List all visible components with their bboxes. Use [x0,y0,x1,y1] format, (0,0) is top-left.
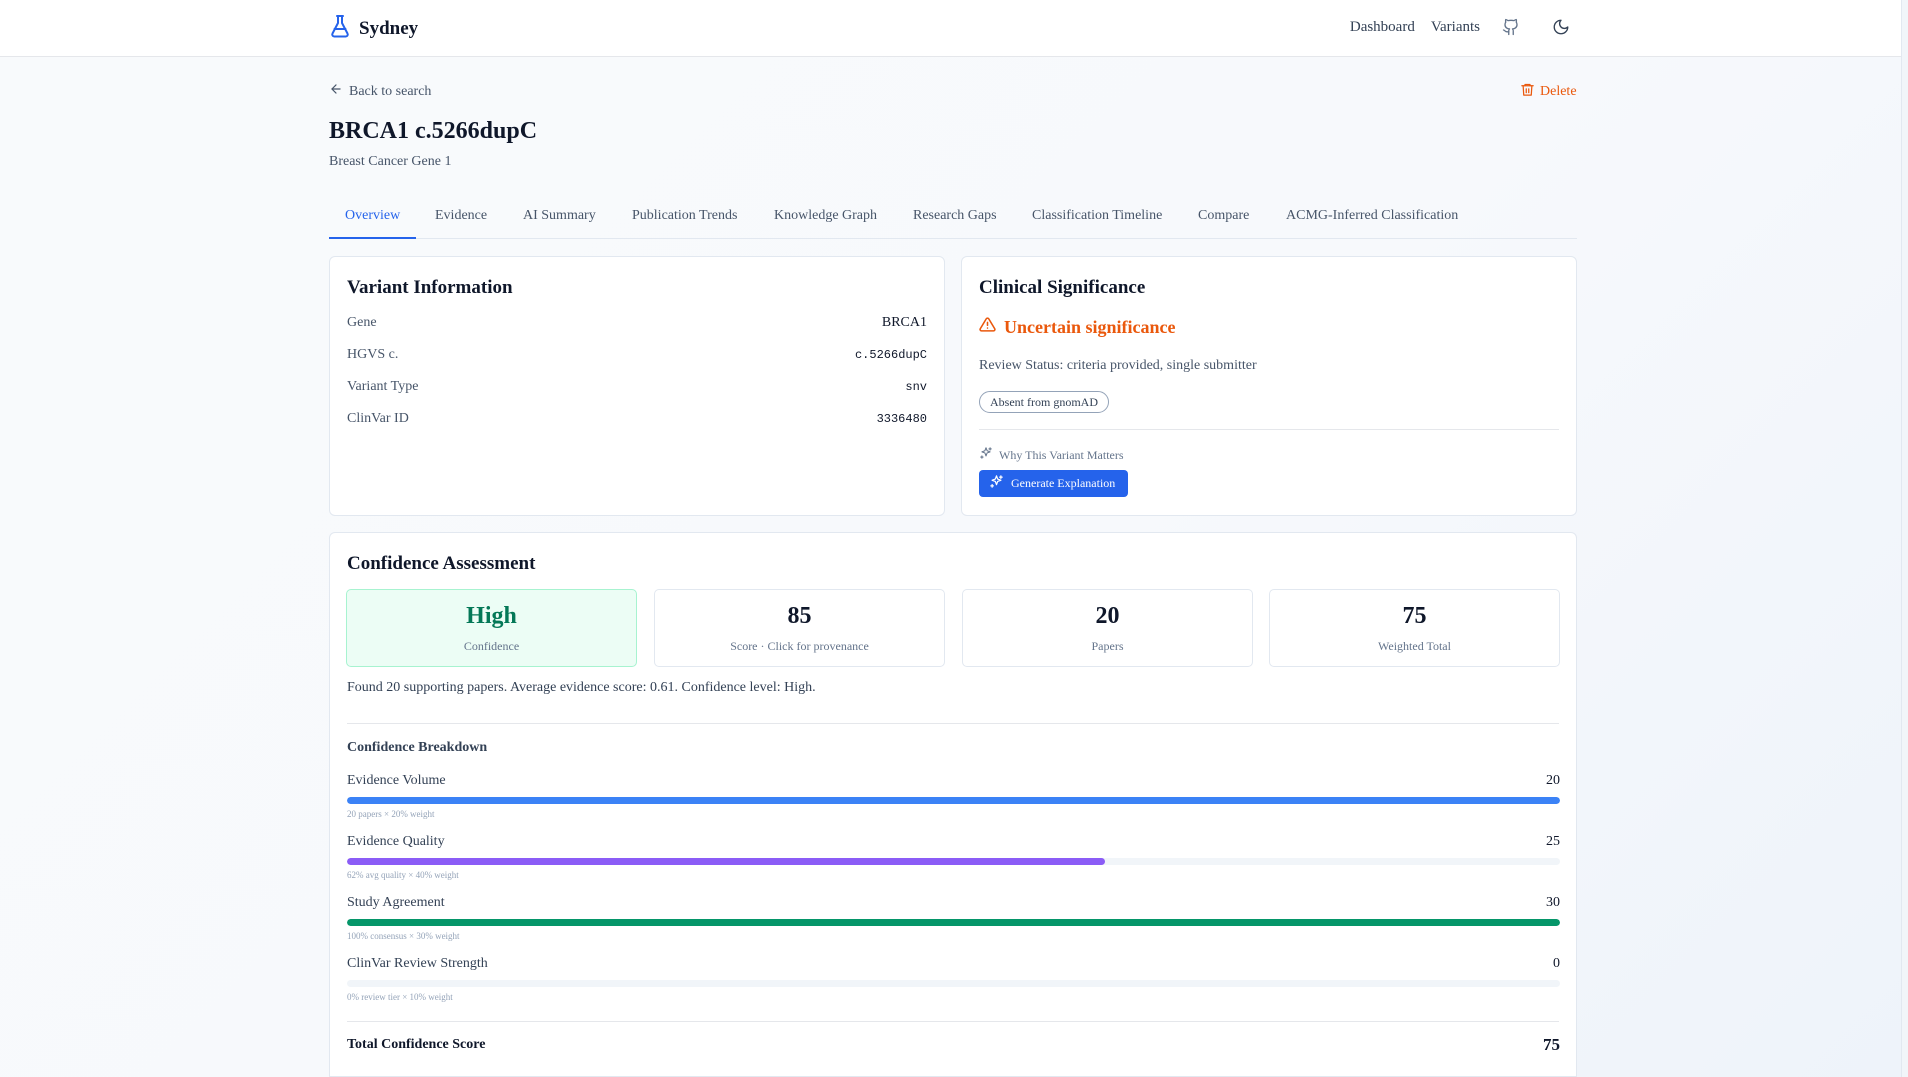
tab-publication-trends[interactable]: Publication Trends [632,208,738,223]
confidence-assessment-card: Confidence Assessment High Confidence 85… [329,532,1577,1077]
breakdown-value: 20 [1546,773,1560,788]
generate-explanation-button[interactable]: Generate Explanation [979,470,1128,497]
breakdown-bar-fill [347,919,1560,926]
score-metric[interactable]: 85 Score · Click for provenance [654,589,945,667]
breakdown-label: Study Agreement [347,895,445,910]
variant-information-card: Variant Information Gene BRCA1 HGVS c. c… [329,256,945,516]
total-confidence-value: 75 [1543,1035,1560,1054]
tab-evidence[interactable]: Evidence [435,208,488,223]
breakdown-title: Confidence Breakdown [347,740,488,755]
arrow-left-icon [329,82,343,101]
info-label: ClinVar ID [347,411,409,426]
github-icon[interactable] [1500,16,1522,38]
metric-caption: Weighted Total [1378,639,1451,653]
divider [347,723,1559,724]
why-label: Why This Variant Matters [999,447,1124,462]
significance-label: Uncertain significance [1004,316,1176,337]
card-title: Confidence Assessment [347,553,536,574]
tab-acmg-inferred-classification[interactable]: ACMG-Inferred Classification [1286,208,1459,223]
metric-caption: Score · Click for provenance [730,639,869,653]
breakdown-label: Evidence Volume [347,773,446,788]
nav-variants-link[interactable]: Variants [1430,18,1480,35]
divider [979,429,1559,430]
trash-icon [1520,82,1535,102]
tab-compare[interactable]: Compare [1198,208,1250,223]
breakdown-value: 0 [1553,956,1560,971]
weighted-total-metric: 75 Weighted Total [1269,589,1560,667]
info-row-gene: Gene BRCA1 [347,313,927,333]
breakdown-note: 62% avg quality × 40% weight [347,870,459,880]
nav-dashboard-link[interactable]: Dashboard [1349,18,1415,35]
info-label: Variant Type [347,379,419,394]
page-scrollbar[interactable] [1901,0,1908,1077]
brand-link[interactable]: Sydney [329,14,418,43]
app-name: Sydney [359,17,419,39]
top-nav: Dashboard Variants [1350,16,1572,38]
back-to-search-link[interactable]: Back to search [329,82,431,101]
breakdown-note: 100% consensus × 30% weight [347,931,460,941]
tab-overview[interactable]: Overview [329,204,417,239]
sparkles-icon [989,474,1004,493]
breakdown-note: 0% review tier × 10% weight [347,992,453,1002]
sparkles-icon [979,446,993,464]
top-navbar: Sydney Dashboard Variants [0,0,1908,57]
metric-value: 75 [1402,603,1427,629]
info-value: c.5266dupC [854,348,927,362]
info-row-variant-type: Variant Type snv [347,377,927,397]
tab-classification-timeline[interactable]: Classification Timeline [1032,208,1163,223]
info-label: HGVS c. [347,347,399,362]
breakdown-bar [347,797,1560,804]
info-value: snv [905,380,927,394]
card-title: Variant Information [347,277,513,298]
info-value: BRCA1 [881,315,927,330]
tab-research-gaps[interactable]: Research Gaps [913,208,997,223]
breakdown-bar [347,858,1560,865]
warning-triangle-icon [979,316,996,338]
moon-icon[interactable] [1550,16,1572,38]
metric-value: 85 [787,603,812,629]
flask-icon [329,14,351,43]
why-section-label: Why This Variant Matters [979,446,1124,464]
confidence-level-metric: High Confidence [346,589,637,667]
review-status: Review Status: criteria provided, single… [979,358,1257,373]
info-label: Gene [347,315,377,330]
metric-value: High [466,603,517,629]
breakdown-note: 20 papers × 20% weight [347,809,435,819]
delete-label: Delete [1540,84,1577,99]
total-confidence-label: Total Confidence Score [347,1037,486,1052]
info-row-hgvs: HGVS c. c.5266dupC [347,345,927,365]
breakdown-label: ClinVar Review Strength [347,956,488,971]
page-title: BRCA1 c.5266dupC [329,118,538,144]
info-row-clinvar-id: ClinVar ID 3336480 [347,409,927,429]
info-value: 3336480 [876,412,927,426]
breakdown-value: 25 [1546,834,1560,849]
papers-metric: 20 Papers [962,589,1253,667]
breakdown-value: 30 [1546,895,1560,910]
breakdown-bar [347,980,1560,987]
clinical-significance-card: Clinical Significance Uncertain signific… [961,256,1577,516]
tab-ai-summary[interactable]: AI Summary [523,208,596,223]
breakdown-bar-fill [347,858,1106,865]
generate-button-label: Generate Explanation [1011,476,1116,490]
card-title: Clinical Significance [979,277,1146,298]
gnomad-badge: Absent from gnomAD [979,391,1109,413]
page-subtitle: Breast Cancer Gene 1 [329,154,452,169]
significance-row: Uncertain significance [979,316,1175,338]
tab-knowledge-graph[interactable]: Knowledge Graph [774,208,878,223]
breakdown-bar [347,919,1560,926]
metric-caption: Confidence [463,639,520,653]
tab-bar: Overview Evidence AI Summary Publication… [329,204,1577,239]
back-label: Back to search [349,83,432,99]
delete-button[interactable]: Delete [1520,82,1577,102]
divider [347,1021,1559,1022]
confidence-summary: Found 20 supporting papers. Average evid… [347,680,816,695]
metric-value: 20 [1095,603,1120,629]
breakdown-bar-fill [347,797,1560,804]
metric-caption: Papers [1091,639,1124,653]
breakdown-label: Evidence Quality [347,834,445,849]
